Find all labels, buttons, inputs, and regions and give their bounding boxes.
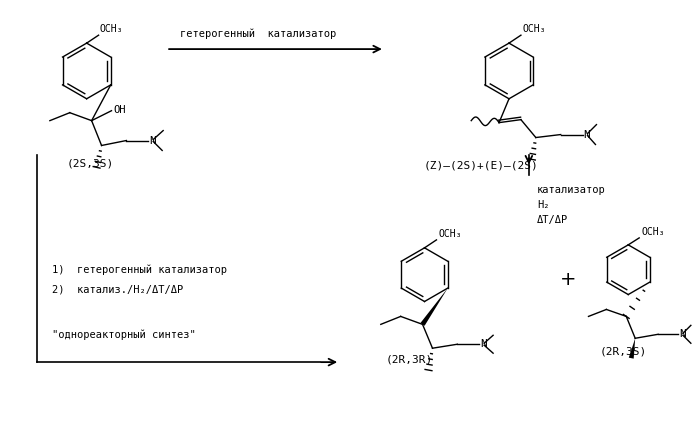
Polygon shape — [629, 338, 635, 359]
Text: OCH₃: OCH₃ — [523, 24, 547, 34]
Text: OCH₃: OCH₃ — [641, 227, 665, 237]
Text: (2R,3R): (2R,3R) — [386, 354, 433, 364]
Text: OCH₃: OCH₃ — [438, 229, 462, 239]
Text: OCH₃: OCH₃ — [99, 24, 123, 34]
Text: (Z)–(2S)+(E)–(2S): (Z)–(2S)+(E)–(2S) — [424, 160, 538, 170]
Text: гетерогенный  катализатор: гетерогенный катализатор — [180, 28, 337, 39]
Text: 1)  гетерогенный катализатор: 1) гетерогенный катализатор — [52, 264, 227, 275]
Text: N: N — [480, 339, 487, 349]
Text: ΔT/ΔP: ΔT/ΔP — [537, 215, 568, 225]
Text: (2R,3S): (2R,3S) — [600, 346, 647, 356]
Text: N: N — [150, 136, 156, 146]
Text: OH: OH — [113, 105, 126, 115]
Text: +: + — [561, 270, 577, 289]
Text: 2)  катализ./H₂/ΔT/ΔP: 2) катализ./H₂/ΔT/ΔP — [52, 285, 183, 295]
Text: H₂: H₂ — [537, 200, 549, 210]
Polygon shape — [421, 288, 448, 326]
Text: (2S,3S): (2S,3S) — [67, 158, 114, 168]
Text: "однореакторный синтез": "однореакторный синтез" — [52, 329, 196, 340]
Text: N: N — [679, 329, 686, 339]
Text: N: N — [584, 129, 590, 140]
Text: катализатор: катализатор — [537, 185, 605, 195]
